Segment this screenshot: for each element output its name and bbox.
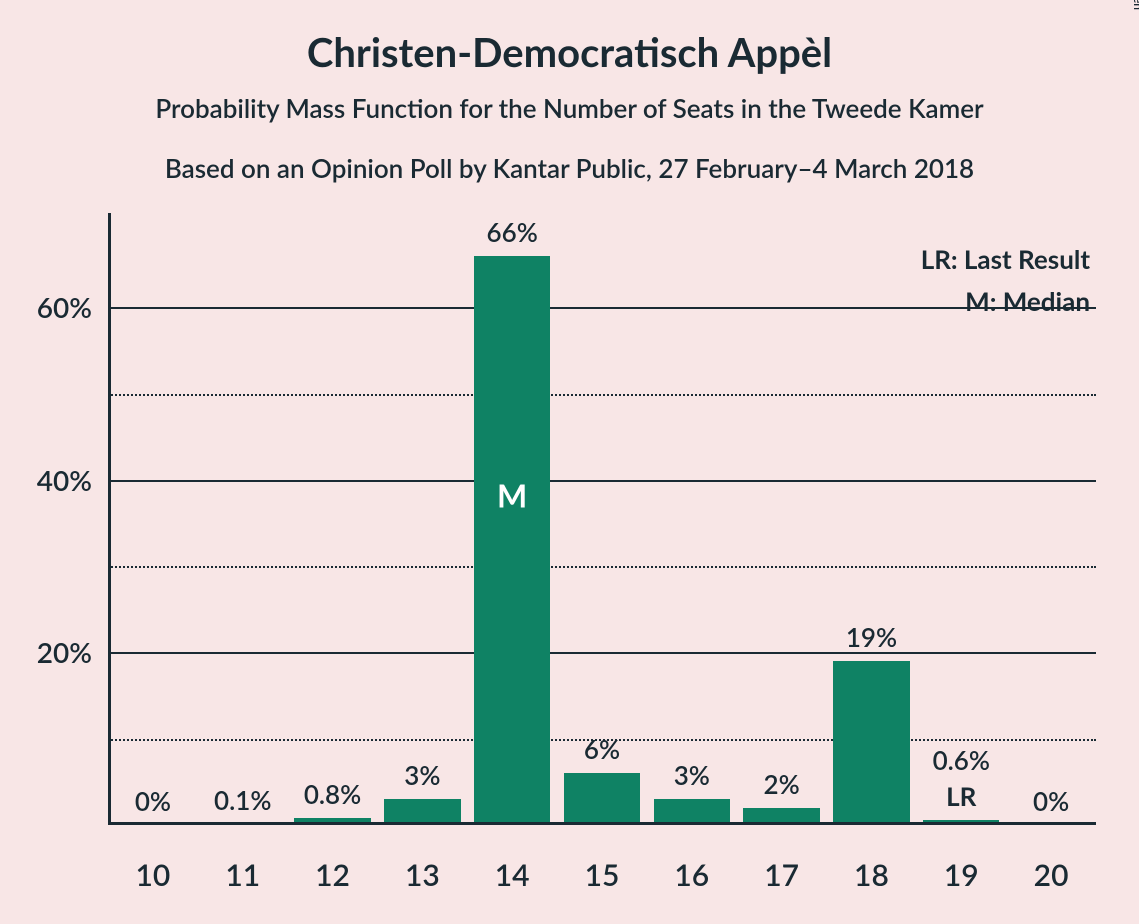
x-tick-label: 19 xyxy=(944,857,979,893)
bar-value-label: 0.6% xyxy=(933,744,990,776)
plot-area: LR: Last Result M: Median 20%40%60%0%100… xyxy=(108,247,1096,825)
bar xyxy=(564,773,640,825)
x-tick-label: 11 xyxy=(225,857,260,893)
x-tick-label: 16 xyxy=(674,857,709,893)
chart-subtitle-2: Based on an Opinion Poll by Kantar Publi… xyxy=(0,152,1139,184)
bar-value-label: 6% xyxy=(584,733,620,765)
x-tick-label: 14 xyxy=(495,857,530,893)
y-axis xyxy=(108,213,111,825)
x-axis xyxy=(108,822,1096,825)
chart-title: Christen-Democratisch Appèl xyxy=(0,28,1139,76)
y-tick-label: 60% xyxy=(37,290,108,324)
gridline-minor xyxy=(108,394,1096,396)
bar-value-label: 3% xyxy=(404,759,440,791)
x-tick-label: 10 xyxy=(136,857,171,893)
x-tick-label: 17 xyxy=(764,857,799,893)
chart-page: © 2020 Filip van Laenen Christen-Democra… xyxy=(0,0,1139,924)
chart-subtitle-1: Probability Mass Function for the Number… xyxy=(0,92,1139,124)
gridline-major xyxy=(108,652,1096,654)
y-tick-label: 20% xyxy=(37,635,108,669)
x-tick-label: 15 xyxy=(585,857,620,893)
legend-lr: LR: Last Result xyxy=(921,243,1090,275)
bar-value-label: 3% xyxy=(674,759,710,791)
x-tick-label: 12 xyxy=(315,857,350,893)
x-tick-label: 18 xyxy=(854,857,889,893)
bar-value-label: 66% xyxy=(487,216,538,248)
y-tick-label: 40% xyxy=(37,463,108,497)
bar-marker-median: M xyxy=(497,475,527,514)
gridline-major xyxy=(108,307,1096,309)
bar-value-label: 0% xyxy=(135,785,171,817)
gridline-major xyxy=(108,480,1096,482)
bar xyxy=(833,661,909,825)
bar-value-label: 0% xyxy=(1033,785,1069,817)
bar xyxy=(474,256,550,825)
credit-text: © 2020 Filip van Laenen xyxy=(1131,0,1139,10)
bar-value-label: 0.8% xyxy=(304,778,361,810)
bar-marker-lr: LR xyxy=(946,780,976,812)
gridline-minor xyxy=(108,566,1096,568)
bar-value-label: 19% xyxy=(846,621,897,653)
x-tick-label: 20 xyxy=(1034,857,1069,893)
bar-value-label: 2% xyxy=(764,768,800,800)
bar-value-label: 0.1% xyxy=(214,784,271,816)
legend-m: M: Median xyxy=(965,285,1090,317)
x-tick-label: 13 xyxy=(405,857,440,893)
